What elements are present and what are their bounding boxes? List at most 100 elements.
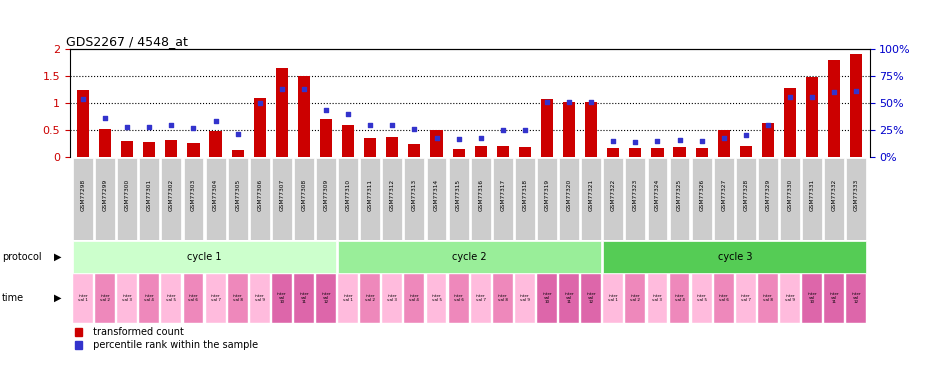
Text: inter
val 8: inter val 8 xyxy=(763,294,773,302)
Bar xyxy=(806,77,818,158)
FancyBboxPatch shape xyxy=(714,274,734,322)
Bar xyxy=(365,138,377,158)
Text: inter
val 9: inter val 9 xyxy=(255,294,265,302)
FancyBboxPatch shape xyxy=(316,274,336,322)
Point xyxy=(517,127,532,133)
Text: GSM77304: GSM77304 xyxy=(213,178,218,211)
Point xyxy=(827,89,842,95)
FancyBboxPatch shape xyxy=(581,158,601,240)
FancyBboxPatch shape xyxy=(625,274,645,322)
Text: inter
val 8: inter val 8 xyxy=(232,294,243,302)
FancyBboxPatch shape xyxy=(448,274,469,322)
Text: inter
val 8: inter val 8 xyxy=(498,294,508,302)
Bar xyxy=(739,146,751,158)
FancyBboxPatch shape xyxy=(515,274,535,322)
Text: inter
val 3: inter val 3 xyxy=(653,294,662,302)
FancyBboxPatch shape xyxy=(493,274,512,322)
FancyBboxPatch shape xyxy=(228,274,247,322)
Point xyxy=(761,122,776,128)
Point xyxy=(385,122,400,128)
Point xyxy=(562,99,577,105)
Text: inter
val 3: inter val 3 xyxy=(122,294,132,302)
FancyBboxPatch shape xyxy=(250,274,270,322)
FancyBboxPatch shape xyxy=(206,274,225,322)
Text: GSM77313: GSM77313 xyxy=(412,178,417,211)
FancyBboxPatch shape xyxy=(95,158,115,240)
Point xyxy=(164,122,179,128)
Text: cycle 2: cycle 2 xyxy=(452,252,487,262)
Bar xyxy=(254,98,266,158)
Text: GSM77320: GSM77320 xyxy=(566,178,572,211)
FancyBboxPatch shape xyxy=(846,158,866,240)
FancyBboxPatch shape xyxy=(515,158,535,240)
Point xyxy=(496,127,511,133)
FancyBboxPatch shape xyxy=(604,274,623,322)
Text: ▶: ▶ xyxy=(54,252,61,262)
Point xyxy=(186,125,201,131)
Text: protocol: protocol xyxy=(2,252,42,262)
Text: inter
val 1: inter val 1 xyxy=(343,294,353,302)
FancyBboxPatch shape xyxy=(758,274,777,322)
Bar xyxy=(541,99,553,158)
Bar xyxy=(784,88,796,158)
FancyBboxPatch shape xyxy=(780,158,800,240)
FancyBboxPatch shape xyxy=(339,158,358,240)
FancyBboxPatch shape xyxy=(382,158,403,240)
Bar xyxy=(651,148,663,158)
Text: GSM77310: GSM77310 xyxy=(346,178,351,211)
Text: GSM77324: GSM77324 xyxy=(655,178,660,211)
Text: inter
val 2: inter val 2 xyxy=(631,294,641,302)
Bar xyxy=(762,123,774,158)
FancyBboxPatch shape xyxy=(382,274,403,322)
FancyBboxPatch shape xyxy=(824,158,844,240)
FancyBboxPatch shape xyxy=(294,158,314,240)
Text: GDS2267 / 4548_at: GDS2267 / 4548_at xyxy=(66,34,188,48)
Bar xyxy=(519,147,531,158)
FancyBboxPatch shape xyxy=(183,158,204,240)
Text: inter
val 5: inter val 5 xyxy=(432,294,442,302)
Bar xyxy=(386,137,398,158)
Text: inter
val 2: inter val 2 xyxy=(100,294,110,302)
Point xyxy=(672,137,687,143)
FancyBboxPatch shape xyxy=(625,158,645,240)
FancyBboxPatch shape xyxy=(427,158,446,240)
Text: GSM77322: GSM77322 xyxy=(611,178,616,211)
Text: inter
val
12: inter val 12 xyxy=(321,292,331,304)
Text: inter
val
12: inter val 12 xyxy=(852,292,861,304)
Text: GSM77306: GSM77306 xyxy=(258,178,262,211)
FancyBboxPatch shape xyxy=(206,158,225,240)
Point xyxy=(407,126,422,132)
FancyBboxPatch shape xyxy=(272,158,292,240)
Text: GSM77302: GSM77302 xyxy=(169,178,174,211)
Text: GSM77318: GSM77318 xyxy=(523,178,527,211)
Bar xyxy=(696,148,708,158)
Text: inter
val 9: inter val 9 xyxy=(785,294,795,302)
FancyBboxPatch shape xyxy=(758,158,777,240)
FancyBboxPatch shape xyxy=(692,158,711,240)
Point xyxy=(628,139,643,145)
Bar xyxy=(298,76,310,158)
Text: inter
val 1: inter val 1 xyxy=(78,294,88,302)
Text: GSM77326: GSM77326 xyxy=(699,178,704,211)
FancyBboxPatch shape xyxy=(647,274,668,322)
Text: inter
val 7: inter val 7 xyxy=(210,294,220,302)
Point xyxy=(208,117,223,123)
FancyBboxPatch shape xyxy=(339,274,358,322)
Text: GSM77331: GSM77331 xyxy=(810,178,815,211)
FancyBboxPatch shape xyxy=(803,158,822,240)
Bar xyxy=(497,146,509,158)
Text: inter
val 2: inter val 2 xyxy=(365,294,375,302)
FancyBboxPatch shape xyxy=(272,274,292,322)
FancyBboxPatch shape xyxy=(448,158,469,240)
Bar xyxy=(232,150,244,158)
Bar xyxy=(188,143,200,158)
Bar xyxy=(408,144,420,158)
Text: GSM77301: GSM77301 xyxy=(147,178,152,211)
Text: inter
val
10: inter val 10 xyxy=(277,292,286,304)
Point xyxy=(319,106,334,112)
Text: cycle 1: cycle 1 xyxy=(187,252,221,262)
Text: GSM77311: GSM77311 xyxy=(367,178,373,211)
Text: GSM77325: GSM77325 xyxy=(677,178,682,211)
FancyBboxPatch shape xyxy=(183,274,204,322)
Text: inter
val 5: inter val 5 xyxy=(166,294,177,302)
